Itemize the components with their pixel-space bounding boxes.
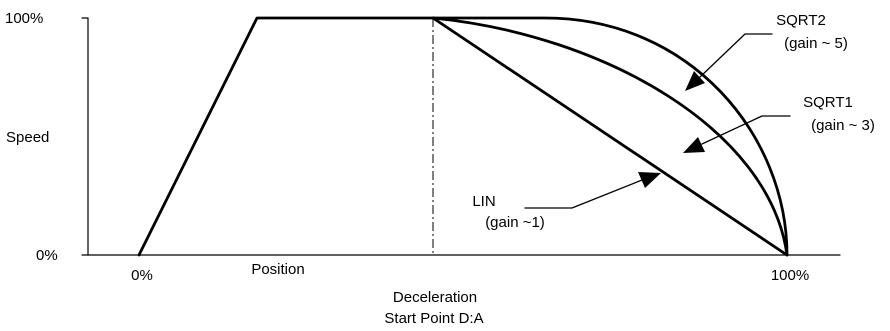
sqrt1-arrowhead <box>683 137 705 153</box>
y-axis-title: Speed <box>6 129 49 146</box>
sqrt1-curve <box>431 16 789 257</box>
x-axis-title: Position <box>251 261 304 278</box>
lin-gain: (gain ~1) <box>485 214 545 231</box>
lin-curve <box>431 16 789 257</box>
acceleration-ramp <box>137 16 435 257</box>
callouts <box>524 33 791 209</box>
axes <box>81 17 841 256</box>
y-axis-bottom-label: 0% <box>36 247 58 264</box>
sqrt2-curve <box>431 16 789 257</box>
sqrt1-name: SQRT1 <box>803 94 853 111</box>
x-axis-end-label: 100% <box>771 267 809 284</box>
axis-labels: 100% 0% Speed 0% Position 100% Decelerat… <box>5 10 809 327</box>
x-axis-start-label: 0% <box>131 267 153 284</box>
sqrt2-leader <box>699 33 773 78</box>
sqrt1-leader <box>701 115 791 145</box>
sqrt2-gain: (gain ~ 5) <box>784 35 848 52</box>
lin-name: LIN <box>472 193 495 210</box>
sqrt1-gain: (gain ~ 3) <box>811 117 875 134</box>
lin-arrowhead <box>638 172 661 188</box>
lin-leader <box>524 179 643 209</box>
speed-profiles <box>137 16 789 257</box>
deceleration-label-line1: Deceleration <box>393 289 477 306</box>
sqrt2-arrowhead <box>685 71 705 91</box>
sqrt2-name: SQRT2 <box>776 12 826 29</box>
deceleration-label-line2: Start Point D:A <box>384 310 483 327</box>
curve-labels: SQRT2 (gain ~ 5) SQRT1 (gain ~ 3) LIN (g… <box>472 12 875 231</box>
y-axis-top-label: 100% <box>5 10 43 27</box>
